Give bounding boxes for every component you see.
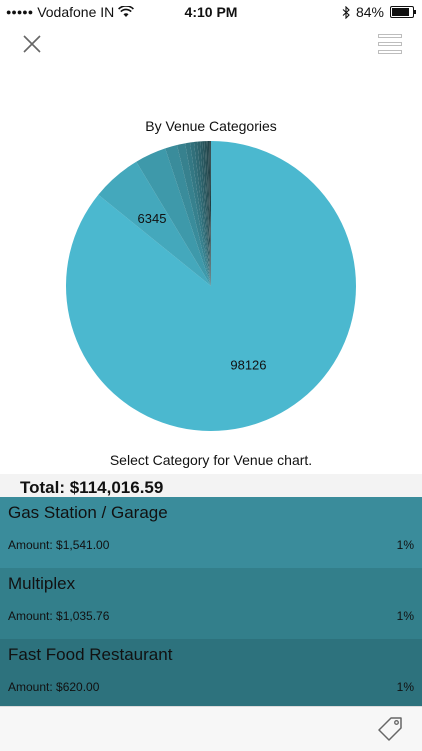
category-amount: Amount: $1,541.00	[8, 538, 110, 552]
category-amount: Amount: $620.00	[8, 680, 100, 694]
total-amount: Total: $114,016.59	[20, 478, 164, 497]
pie-slice[interactable]	[177, 143, 211, 286]
status-bar: ●●●●● Vodafone IN 4:10 PM 84%	[0, 0, 422, 24]
bottom-toolbar	[0, 706, 422, 751]
category-percent: 1%	[396, 538, 414, 552]
bluetooth-icon	[342, 5, 350, 19]
venue-category-chart: By Venue Categories 98126 6345 Select Cat…	[0, 66, 422, 474]
category-percent: 1%	[396, 609, 414, 623]
pie-slice[interactable]	[200, 141, 211, 286]
pie-slice[interactable]	[202, 141, 211, 286]
category-percent: 1%	[396, 680, 414, 694]
pie-slice-label: 98126	[230, 358, 266, 373]
status-right: 84%	[342, 4, 416, 20]
chart-title: By Venue Categories	[145, 118, 277, 134]
pie-slice[interactable]	[206, 141, 211, 286]
status-left: ●●●●● Vodafone IN	[6, 4, 135, 20]
pie-slice[interactable]	[209, 141, 211, 286]
pie-slice[interactable]	[189, 142, 211, 286]
pie-slice[interactable]	[204, 141, 211, 286]
category-amount: Amount: $1,035.76	[8, 609, 110, 623]
hamburger-menu-icon[interactable]	[378, 33, 402, 55]
pie-slice[interactable]	[193, 141, 211, 286]
signal-strength-icon: ●●●●●	[6, 7, 34, 17]
pie-slice[interactable]	[197, 141, 211, 286]
pie-slice[interactable]	[207, 141, 211, 286]
navigation-bar	[0, 24, 422, 67]
battery-fill	[392, 8, 409, 16]
status-time: 4:10 PM	[184, 4, 238, 20]
pie-chart[interactable]: 98126 6345	[0, 66, 422, 474]
battery-percent: 84%	[355, 4, 384, 20]
category-name: Gas Station / Garage	[8, 503, 168, 522]
category-row[interactable]: Gas Station / Garage Amount: $1,541.00 1…	[0, 497, 422, 568]
pie-slice[interactable]	[210, 141, 211, 286]
wifi-icon	[118, 6, 135, 17]
category-list: Gas Station / Garage Amount: $1,541.00 1…	[0, 497, 422, 706]
pie-slice-label: 6345	[138, 211, 167, 226]
category-name: Fast Food Restaurant	[8, 645, 173, 664]
battery-icon	[390, 6, 416, 18]
pie-slice[interactable]	[136, 148, 211, 286]
pie-slice[interactable]	[65, 141, 356, 432]
pie-slice[interactable]	[98, 161, 211, 286]
pie-slice[interactable]	[185, 142, 211, 286]
category-row[interactable]: Multiplex Amount: $1,035.76 1%	[0, 568, 422, 639]
close-icon[interactable]	[18, 30, 46, 58]
total-bar: Total: $114,016.59	[0, 474, 422, 498]
pie-slice[interactable]	[165, 145, 211, 286]
category-row[interactable]: Fast Food Restaurant Amount: $620.00 1%	[0, 639, 422, 706]
carrier-name: Vodafone IN	[37, 4, 115, 20]
chart-hint: Select Category for Venue chart.	[109, 452, 313, 468]
category-name: Multiplex	[8, 574, 76, 593]
tag-icon[interactable]	[376, 715, 404, 743]
